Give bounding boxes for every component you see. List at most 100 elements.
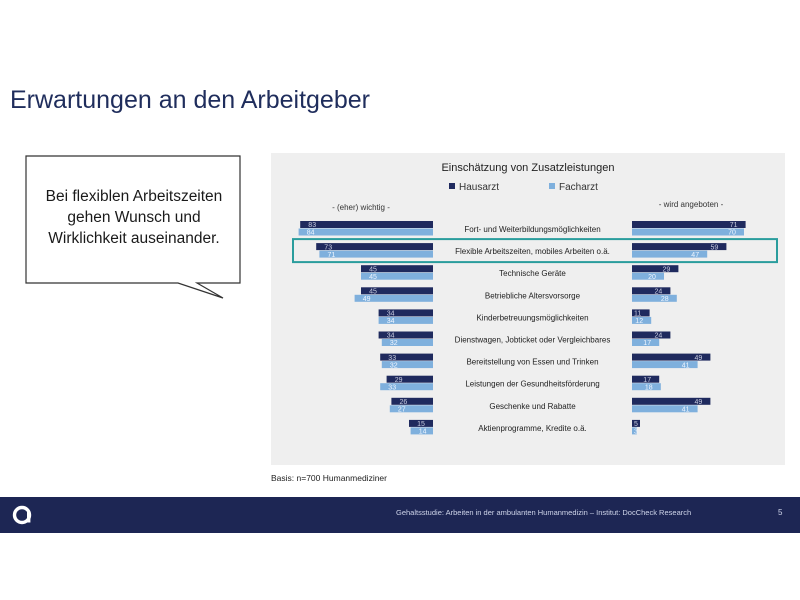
category-label-2: Technische Geräte [499, 269, 566, 278]
bar-wichtig-facharzt-0 [298, 228, 433, 236]
bar-wichtig-facharzt-9 [410, 427, 433, 435]
value-wichtig-hausarzt-3: 45 [369, 289, 377, 296]
callout-text: Bei flexiblen Arbeitszeiten gehen Wunsch… [45, 188, 223, 247]
bar-wichtig-hausarzt-5 [378, 331, 433, 339]
value-angeboten-facharzt-3: 28 [661, 296, 669, 303]
bar-wichtig-hausarzt-2 [361, 265, 433, 273]
bar-wichtig-facharzt-3 [354, 294, 433, 302]
bar-angeboten-hausarzt-7 [632, 375, 660, 383]
value-angeboten-hausarzt-2: 29 [663, 266, 671, 273]
bar-angeboten-facharzt-4 [632, 316, 652, 324]
bar-wichtig-hausarzt-3 [361, 287, 433, 295]
bar-wichtig-hausarzt-0 [300, 221, 433, 228]
bar-wichtig-hausarzt-7 [386, 375, 433, 383]
value-wichtig-hausarzt-2: 45 [369, 266, 377, 273]
value-wichtig-facharzt-9: 14 [419, 429, 427, 436]
value-angeboten-hausarzt-4: 11 [634, 311, 641, 318]
bar-wichtig-facharzt-4 [378, 316, 433, 324]
value-angeboten-facharzt-1: 47 [691, 252, 699, 259]
chart: Einschätzung von Zusatzleistungen Hausarz… [292, 162, 778, 436]
bar-angeboten-facharzt-7 [632, 383, 661, 391]
value-angeboten-hausarzt-0: 71 [730, 222, 738, 229]
bar-wichtig-facharzt-7 [380, 383, 433, 391]
value-wichtig-hausarzt-6: 33 [388, 355, 396, 362]
bar-wichtig-hausarzt-8 [391, 397, 433, 405]
legend-swatch-1 [549, 183, 555, 189]
value-wichtig-facharzt-3: 49 [363, 296, 371, 303]
bar-angeboten-facharzt-9 [632, 427, 637, 435]
bar-wichtig-facharzt-2 [361, 272, 433, 280]
doccheck-logo-icon [12, 505, 32, 525]
bar-angeboten-facharzt-0 [632, 228, 744, 236]
highlight-box [292, 238, 778, 264]
bar-angeboten-hausarzt-8 [632, 397, 711, 405]
value-angeboten-hausarzt-1: 59 [711, 244, 719, 251]
value-wichtig-hausarzt-5: 34 [387, 333, 395, 340]
legend-swatch-0 [449, 183, 455, 189]
category-label-5: Dienstwagen, Jobticket oder Vergleichbar… [455, 336, 611, 345]
left-header: - (eher) wichtig - [332, 203, 390, 212]
bar-wichtig-hausarzt-9 [409, 419, 433, 427]
value-wichtig-hausarzt-1: 73 [324, 244, 332, 251]
value-angeboten-facharzt-4: 12 [635, 318, 643, 325]
footer-bar: Gehaltsstudie: Arbeiten in der ambulante… [0, 497, 800, 533]
value-angeboten-facharzt-2: 20 [648, 274, 656, 281]
value-wichtig-facharzt-0: 84 [307, 230, 315, 237]
legend-label-0: Hausarzt [459, 182, 499, 193]
bar-wichtig-hausarzt-4 [378, 309, 433, 317]
value-wichtig-facharzt-1: 71 [328, 252, 336, 259]
bar-angeboten-hausarzt-4 [632, 309, 650, 317]
value-angeboten-hausarzt-5: 24 [655, 333, 663, 340]
value-angeboten-facharzt-8: 41 [682, 407, 690, 414]
value-angeboten-facharzt-5: 17 [643, 340, 651, 347]
value-angeboten-hausarzt-6: 49 [695, 355, 703, 362]
bar-angeboten-hausarzt-1 [632, 243, 727, 251]
category-label-3: Betriebliche Altersvorsorge [485, 291, 581, 300]
right-header: - wird angeboten - [659, 200, 724, 209]
bar-angeboten-hausarzt-0 [632, 221, 746, 228]
bar-angeboten-hausarzt-3 [632, 287, 671, 295]
value-angeboten-hausarzt-7: 17 [643, 377, 651, 384]
value-wichtig-hausarzt-0: 83 [308, 222, 316, 229]
category-label-8: Geschenke und Rabatte [489, 402, 576, 411]
bar-wichtig-facharzt-5 [381, 339, 433, 346]
category-label-9: Aktienprogramme, Kredite o.ä. [478, 424, 587, 433]
value-wichtig-facharzt-8: 27 [398, 407, 406, 414]
bar-wichtig-facharzt-8 [389, 405, 433, 413]
bar-angeboten-facharzt-1 [632, 250, 708, 258]
value-wichtig-hausarzt-8: 26 [400, 399, 408, 406]
bar-wichtig-facharzt-1 [319, 250, 433, 258]
bar-angeboten-facharzt-3 [632, 294, 677, 302]
bar-angeboten-facharzt-6 [632, 361, 698, 369]
bar-angeboten-hausarzt-2 [632, 265, 679, 273]
bar-wichtig-hausarzt-6 [380, 353, 433, 361]
category-label-6: Bereitstellung von Essen und Trinken [466, 358, 598, 367]
bar-angeboten-facharzt-8 [632, 405, 698, 413]
value-wichtig-facharzt-7: 33 [388, 384, 396, 391]
footer-text: Gehaltsstudie: Arbeiten in der ambulante… [396, 508, 692, 517]
value-wichtig-facharzt-2: 45 [369, 274, 377, 281]
value-wichtig-hausarzt-4: 34 [387, 311, 395, 318]
bar-angeboten-hausarzt-9 [632, 419, 640, 427]
value-wichtig-hausarzt-9: 15 [417, 421, 425, 428]
category-label-0: Fort- und Weiterbildungsmöglichkeiten [464, 225, 600, 234]
chart-title: Einschätzung von Zusatzleistungen [441, 162, 614, 174]
value-angeboten-hausarzt-9: 5 [634, 421, 638, 428]
value-angeboten-facharzt-9: 3 [634, 429, 638, 436]
bar-angeboten-hausarzt-6 [632, 353, 711, 361]
bar-wichtig-hausarzt-1 [316, 243, 433, 251]
value-wichtig-facharzt-5: 32 [390, 340, 398, 347]
value-angeboten-hausarzt-3: 24 [655, 289, 663, 296]
legend-label-1: Facharzt [559, 182, 598, 193]
value-wichtig-facharzt-4: 34 [387, 318, 395, 325]
page-title: Erwartungen an den Arbeitgeber [10, 86, 370, 114]
bar-angeboten-facharzt-5 [632, 339, 660, 346]
value-wichtig-hausarzt-7: 29 [395, 377, 403, 384]
category-label-4: Kinderbetreuungsmöglichkeiten [476, 313, 588, 322]
value-angeboten-facharzt-7: 18 [645, 384, 653, 391]
chart-panel [271, 153, 785, 465]
page-number: 5 [778, 508, 783, 517]
bar-angeboten-facharzt-2 [632, 272, 664, 280]
bar-wichtig-facharzt-6 [381, 361, 433, 369]
value-wichtig-facharzt-6: 32 [390, 362, 398, 369]
